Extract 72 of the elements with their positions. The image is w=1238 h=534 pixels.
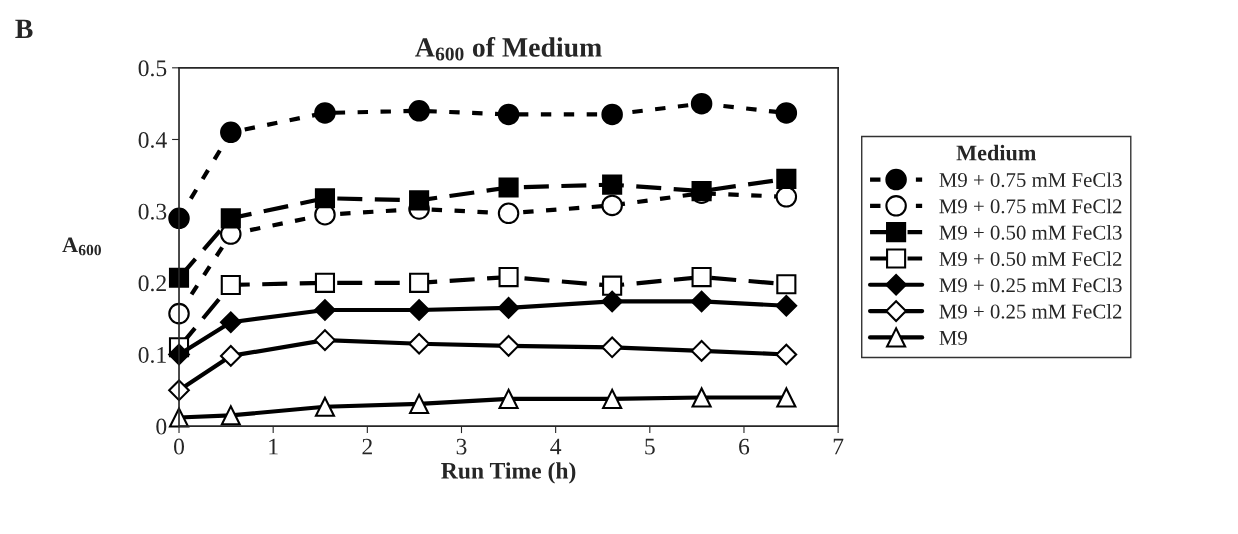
- x-tick-label: 0: [174, 438, 185, 455]
- point: [776, 387, 797, 408]
- point: [498, 177, 519, 198]
- x-axis-title: Run Time (h): [441, 462, 576, 484]
- point: [409, 393, 430, 414]
- x-tick-label: 1: [269, 438, 278, 455]
- point: [497, 335, 520, 357]
- point: [314, 396, 336, 417]
- point: [409, 190, 430, 211]
- y-tick-label: 0.3: [138, 203, 167, 220]
- point: [775, 294, 798, 317]
- point: [168, 267, 190, 288]
- legend-label: M9 + 0.25 mM FeCl2: [939, 303, 1122, 319]
- point: [314, 102, 336, 124]
- point: [497, 297, 520, 319]
- point: [219, 311, 242, 334]
- point: [220, 208, 241, 229]
- legend-label: M9: [939, 330, 967, 345]
- point: [601, 103, 623, 126]
- x-tick-label: 7: [833, 438, 844, 455]
- point: [691, 267, 712, 288]
- legend-label: M9 + 0.50 mM FeCl3: [939, 225, 1122, 240]
- point: [690, 92, 713, 115]
- y-tick-label: 0.1: [138, 346, 166, 363]
- point: [498, 267, 519, 288]
- x-tick-label: 3: [456, 438, 467, 455]
- point: [220, 405, 241, 426]
- y-tick-label: 0.2: [138, 275, 166, 292]
- x-tick-label: 4: [550, 438, 562, 455]
- x-tick-label: 2: [362, 438, 372, 455]
- point: [602, 275, 623, 296]
- chart-title: A$_{600}$ of Medium: [415, 36, 602, 61]
- x-tick-label: 5: [645, 438, 655, 455]
- point: [498, 388, 519, 409]
- y-tick-label: 0.5: [138, 60, 167, 77]
- point: [314, 329, 336, 351]
- point: [314, 272, 336, 293]
- point: [408, 299, 430, 321]
- point: [775, 343, 798, 366]
- y-axis-title: A$_{600}$: [62, 237, 101, 256]
- legend-label: M9 + 0.50 mM FeCl2: [939, 251, 1122, 267]
- point: [601, 194, 623, 217]
- point: [314, 299, 336, 321]
- point: [601, 290, 624, 313]
- legend-label: M9 + 0.75 mM FeCl2: [939, 198, 1122, 214]
- text: B: [15, 19, 33, 39]
- point: [776, 168, 797, 189]
- y-tick-label: 0.4: [138, 131, 167, 149]
- point: [220, 274, 241, 296]
- point: [219, 345, 242, 367]
- point: [168, 207, 190, 230]
- point: [497, 202, 520, 225]
- point: [497, 103, 520, 126]
- point: [776, 274, 797, 295]
- y-tick-label: 0: [156, 418, 167, 435]
- x-tick-label: 6: [739, 438, 750, 455]
- point: [601, 336, 624, 359]
- point: [775, 186, 798, 208]
- point: [220, 121, 242, 144]
- legend-title: Medium: [956, 144, 1036, 161]
- point: [314, 188, 336, 209]
- point: [408, 332, 430, 355]
- legend-label: M9 + 0.75 mM FeCl3: [939, 172, 1122, 188]
- point: [408, 100, 430, 122]
- point: [690, 340, 713, 362]
- point: [775, 102, 798, 124]
- point: [409, 272, 430, 293]
- point: [602, 174, 623, 195]
- point: [691, 387, 712, 408]
- point: [602, 388, 623, 409]
- legend-label: M9 + 0.25 mM FeCl3: [939, 277, 1122, 293]
- point: [690, 290, 713, 313]
